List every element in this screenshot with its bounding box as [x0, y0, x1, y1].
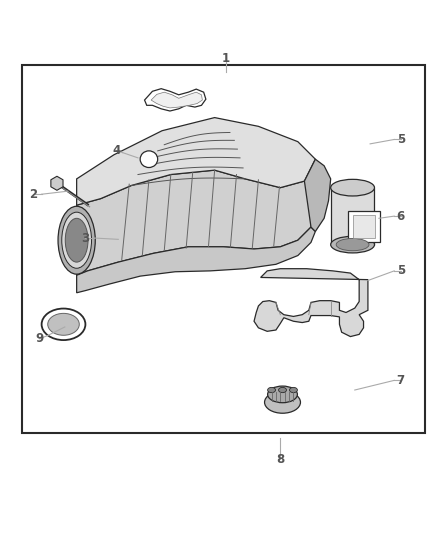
Polygon shape	[145, 88, 206, 111]
Ellipse shape	[336, 238, 369, 251]
Polygon shape	[77, 118, 315, 205]
Text: 9: 9	[35, 332, 43, 345]
Ellipse shape	[331, 179, 374, 196]
Ellipse shape	[140, 151, 158, 167]
Ellipse shape	[268, 386, 297, 403]
Text: 3: 3	[81, 231, 89, 245]
Bar	[348, 211, 380, 243]
Ellipse shape	[265, 391, 300, 413]
Text: 7: 7	[397, 374, 405, 387]
Ellipse shape	[268, 387, 276, 393]
Ellipse shape	[279, 387, 286, 393]
Text: 2: 2	[29, 188, 37, 201]
Text: 5: 5	[397, 133, 405, 146]
Ellipse shape	[48, 313, 79, 335]
Bar	[331, 188, 374, 245]
Polygon shape	[77, 159, 315, 275]
Ellipse shape	[331, 236, 374, 253]
Text: 4: 4	[112, 144, 120, 157]
Text: 6: 6	[397, 209, 405, 223]
Ellipse shape	[42, 309, 85, 340]
Bar	[353, 215, 375, 238]
Polygon shape	[254, 269, 368, 336]
Text: 1: 1	[222, 52, 230, 65]
Text: 5: 5	[397, 264, 405, 277]
Bar	[22, 65, 425, 433]
Text: 8: 8	[276, 453, 284, 466]
Ellipse shape	[62, 212, 92, 268]
Polygon shape	[77, 227, 315, 293]
Polygon shape	[151, 92, 202, 108]
Ellipse shape	[290, 387, 297, 393]
Polygon shape	[304, 159, 331, 231]
Ellipse shape	[65, 219, 88, 262]
Ellipse shape	[58, 206, 95, 274]
